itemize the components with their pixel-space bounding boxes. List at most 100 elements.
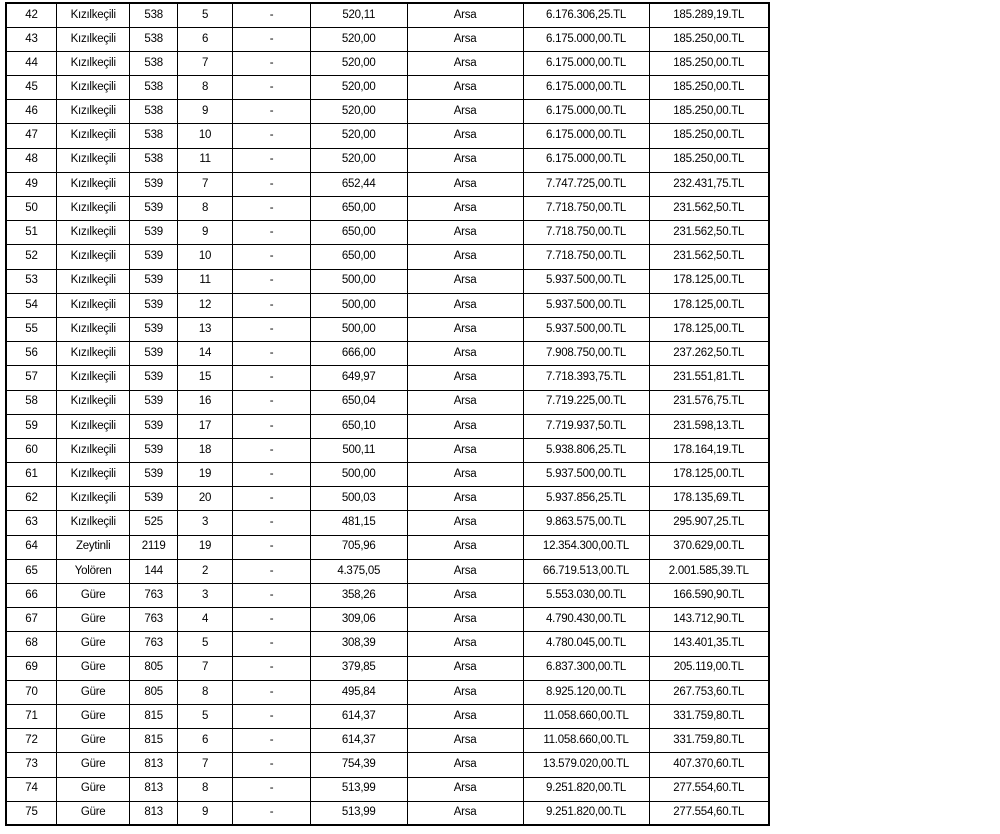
cell-bedel: 267.753,60.TL [648,679,770,705]
cell-yuzolcumu-m2: 520,00 [309,26,408,52]
cell-nitelik: Arsa [406,558,524,585]
cell-ada: 805 [129,679,178,705]
cell-blok: - [232,607,311,633]
cell-mahalle: Güre [55,631,131,657]
cell-blok: - [232,147,311,173]
cell-yuzolcumu-m2: 500,11 [309,437,408,464]
cell-bedel: 185.250,00.TL [648,50,770,77]
cell-sira-no: 64 [4,534,57,560]
cell-yuzolcumu-m2: 513,99 [309,800,408,827]
cell-bedel: 178.125,00.TL [648,292,770,318]
table-row: 63 Kızılkeçili 525 3-481,15 Arsa 9.863.575,00… [4,510,770,536]
cell-ada: 805 [129,655,178,681]
cell-mahalle: Güre [55,655,131,681]
cell-toplam-deger: 7.747.725,00.TL [522,171,650,198]
cell-bedel: 178.125,00.TL [648,462,770,488]
cell-bedel: 231.562,50.TL [648,244,770,270]
cell-mahalle: Kızılkeçili [55,99,131,125]
cell-toplam-deger: 5.937.500,00.TL [522,462,650,488]
cell-sira-no: 59 [4,413,57,439]
cell-blok: - [232,1,311,28]
cell-ada: 539 [129,171,178,198]
cell-blok: - [232,292,311,318]
cell-ada: 538 [129,147,178,173]
cell-blok: - [232,365,311,391]
cell-yuzolcumu-m2: 652,44 [309,171,408,198]
cell-parsel: 10 [176,123,234,149]
cell-ada: 539 [129,437,178,464]
cell-ada: 813 [129,776,178,802]
cell-ada: 813 [129,752,178,778]
cell-nitelik: Arsa [406,655,524,681]
cell-ada: 539 [129,244,178,270]
cell-toplam-deger: 7.719.225,00.TL [522,389,650,415]
cell-toplam-deger: 7.908.750,00.TL [522,341,650,367]
cell-sira-no: 43 [4,26,57,52]
cell-toplam-deger: 8.925.120,00.TL [522,679,650,705]
cell-mahalle: Kızılkeçili [55,244,131,270]
cell-bedel: 231.551,81.TL [648,365,770,391]
cell-parsel: 10 [176,244,234,270]
table-row: 66 Güre 763 3-358,26 Arsa 5.553.030,00.TL 166.… [4,582,770,609]
cell-nitelik: Arsa [406,752,524,778]
cell-toplam-deger: 6.176.306,25.TL [522,1,650,28]
cell-ada: 538 [129,75,178,101]
cell-parsel: 3 [176,510,234,536]
cell-blok: - [232,123,311,149]
cell-mahalle: Kızılkeçili [55,462,131,488]
cell-parsel: 20 [176,486,234,512]
cell-toplam-deger: 6.175.000,00.TL [522,147,650,173]
cell-bedel: 232.431,75.TL [648,171,770,198]
cell-toplam-deger: 5.937.500,00.TL [522,292,650,318]
cell-parsel: 19 [176,462,234,488]
cell-yuzolcumu-m2: 495,84 [309,679,408,705]
cell-yuzolcumu-m2: 500,00 [309,268,408,294]
table-row: 54 Kızılkeçili 539 12-500,00 Arsa 5.937.500,0… [4,292,770,318]
cell-bedel: 370.629,00.TL [648,534,770,560]
table-row: 52 Kızılkeçili 539 10-650,00 Arsa 7.718.750,0… [4,244,770,270]
cell-bedel: 143.712,90.TL [648,607,770,633]
cell-ada: 2119 [129,534,178,560]
cell-bedel: 205.119,00.TL [648,655,770,681]
cell-nitelik: Arsa [406,220,524,246]
cell-yuzolcumu-m2: 520,00 [309,99,408,125]
cell-bedel: 166.590,90.TL [648,582,770,609]
cell-ada: 815 [129,728,178,754]
cell-nitelik: Arsa [406,195,524,222]
cell-toplam-deger: 5.937.500,00.TL [522,316,650,343]
cell-yuzolcumu-m2: 649,97 [309,365,408,391]
cell-parsel: 9 [176,99,234,125]
cell-nitelik: Arsa [406,486,524,512]
cell-ada: 763 [129,582,178,609]
cell-yuzolcumu-m2: 520,00 [309,50,408,77]
cell-parsel: 8 [176,776,234,802]
cell-sira-no: 74 [4,776,57,802]
cell-yuzolcumu-m2: 650,10 [309,413,408,439]
cell-yuzolcumu-m2: 614,37 [309,703,408,730]
cell-parsel: 12 [176,292,234,318]
cell-mahalle: Kızılkeçili [55,147,131,173]
cell-bedel: 295.907,25.TL [648,510,770,536]
table-row: 42 Kızılkeçili 538 5-520,11 Arsa 6.176.306,25… [4,1,770,28]
cell-blok: - [232,776,311,802]
cell-nitelik: Arsa [406,510,524,536]
table-row: 43 Kızılkeçili 538 6-520,00 Arsa 6.175.000,00… [4,26,770,52]
cell-nitelik: Arsa [406,171,524,198]
cell-bedel: 231.598,13.TL [648,413,770,439]
cell-bedel: 331.759,80.TL [648,703,770,730]
cell-toplam-deger: 9.251.820,00.TL [522,800,650,827]
cell-mahalle: Güre [55,679,131,705]
cell-blok: - [232,50,311,77]
cell-yuzolcumu-m2: 513,99 [309,776,408,802]
cell-parsel: 13 [176,316,234,343]
cell-bedel: 178.164,19.TL [648,437,770,464]
cell-nitelik: Arsa [406,679,524,705]
table-row: 44 Kızılkeçili 538 7-520,00 Arsa 6.175.000,00… [4,50,770,77]
cell-parsel: 6 [176,728,234,754]
cell-sira-no: 45 [4,75,57,101]
cell-nitelik: Arsa [406,365,524,391]
table-row: 64 Zeytinli 2119 19-705,96 Arsa 12.354.300,00… [4,534,770,560]
cell-parsel: 17 [176,413,234,439]
cell-mahalle: Kızılkeçili [55,341,131,367]
cell-nitelik: Arsa [406,776,524,802]
